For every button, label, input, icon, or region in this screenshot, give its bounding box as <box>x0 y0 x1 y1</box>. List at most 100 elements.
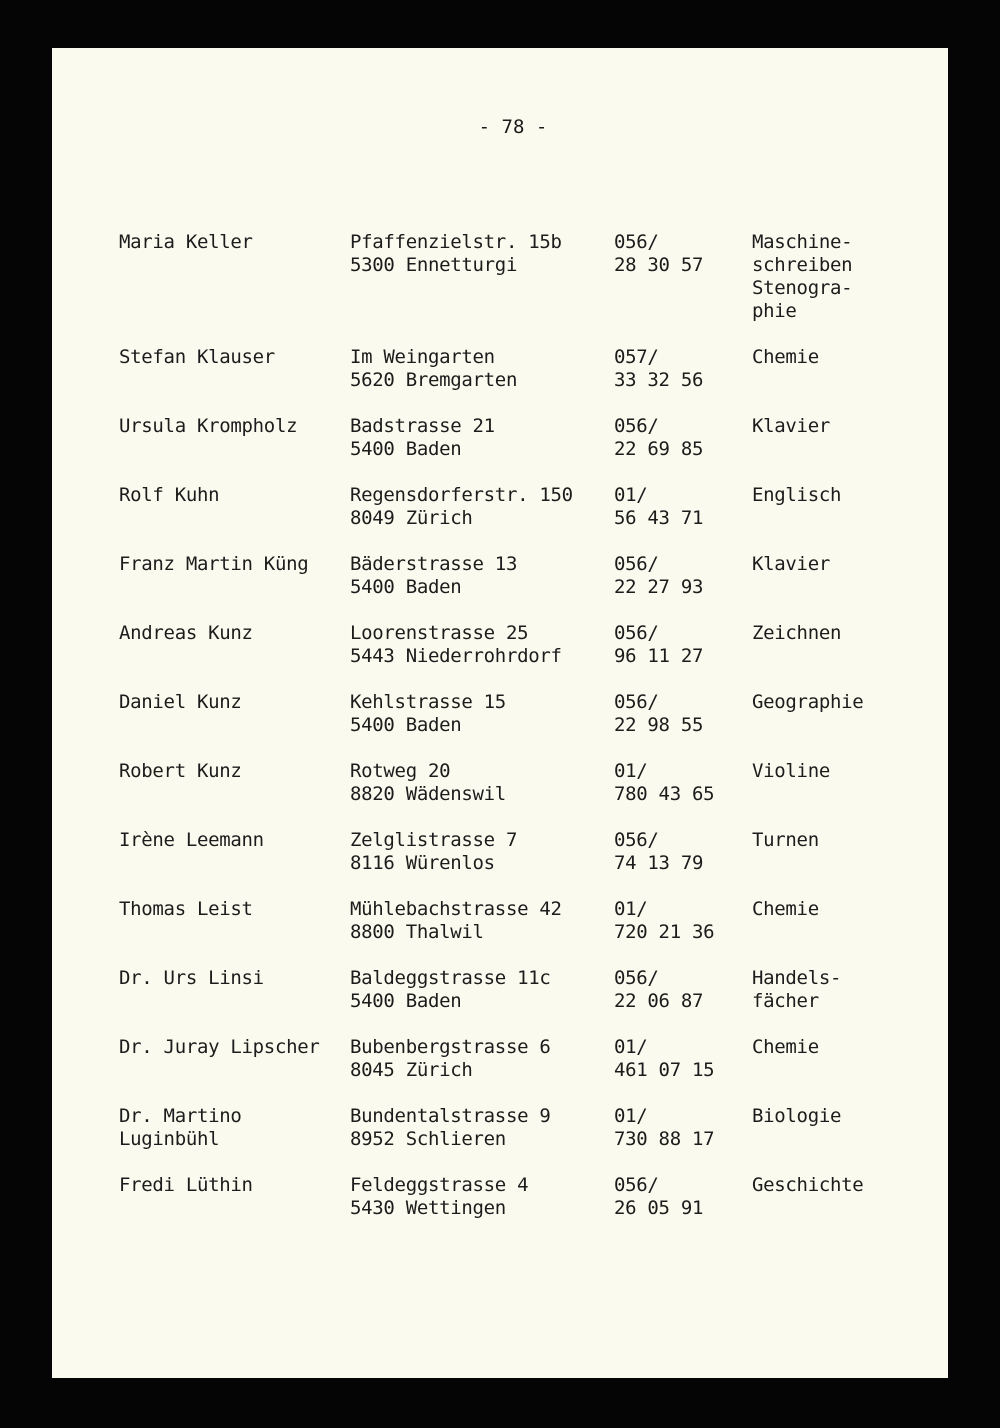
entry-phone: 01/730 88 17 <box>614 1105 752 1151</box>
directory-entry: Daniel Kunz Kehlstrasse 15 5400 Baden 056/2… <box>119 691 919 760</box>
entry-phone-line: 22 06 87 <box>614 990 704 1012</box>
entry-phone: 056/22 27 93 <box>614 553 752 599</box>
entry-phone: 056/96 11 27 <box>614 622 752 668</box>
entry-phone-line: 730 88 17 <box>614 1128 715 1150</box>
entry-subject-line: Zeichnen <box>752 622 842 644</box>
entry-phone-line: 056/ <box>614 1174 659 1196</box>
entry-phone-line: 720 21 36 <box>614 921 715 943</box>
entry-address: Feldeggstrasse 4 5430 Wettingen <box>350 1174 614 1220</box>
entry-name: Thomas Leist <box>119 898 350 944</box>
entry-address-line: Pfaffenzielstr. 15b <box>350 231 562 253</box>
entry-phone: 01/461 07 15 <box>614 1036 752 1082</box>
entry-subject-line: Chemie <box>752 898 819 920</box>
entry-address-line: 8820 Wädenswil <box>350 783 506 805</box>
directory-entry: Irène Leemann Zelglistrasse 7 8116 Würenlo… <box>119 829 919 898</box>
entry-name-line: Luginbühl <box>119 1128 220 1150</box>
entry-address-line: Regensdorferstr. 150 <box>350 484 573 506</box>
entry-subject-line: Turnen <box>752 829 819 851</box>
entry-address-line: 8800 Thalwil <box>350 921 484 943</box>
entry-subject: Klavier <box>752 553 830 599</box>
entry-subject-line: Chemie <box>752 346 819 368</box>
entry-subject: Biologie <box>752 1105 841 1151</box>
directory-entry: Rolf Kuhn Regensdorferstr. 150 8049 Zürich… <box>119 484 919 553</box>
entry-subject: Turnen <box>752 829 819 875</box>
entry-subject-line: Violine <box>752 760 830 782</box>
entry-phone-line: 22 98 55 <box>614 714 704 736</box>
entry-address: Mühlebachstrasse 42 8800 Thalwil <box>350 898 614 944</box>
entry-address-line: 5620 Bremgarten <box>350 369 518 391</box>
entry-subject: Chemie <box>752 1036 819 1082</box>
entry-phone-line: 057/ <box>614 346 659 368</box>
entry-phone: 01/720 21 36 <box>614 898 752 944</box>
entry-name: Dr. Urs Linsi <box>119 967 350 1013</box>
entry-phone-line: 780 43 65 <box>614 783 715 805</box>
entry-name-line: Dr. Urs Linsi <box>119 967 264 989</box>
entry-subject-line: Maschine- <box>752 231 853 253</box>
directory-list: Maria Keller Pfaffenzielstr. 15b 5300 Enne… <box>119 231 919 1243</box>
entry-address-line: Baldeggstrasse 11c <box>350 967 551 989</box>
entry-subject: Maschine-schreiben Stenogra-phie <box>752 231 853 323</box>
entry-name: Dr. Juray Lipscher <box>119 1036 350 1082</box>
entry-subject-line: fächer <box>752 990 819 1012</box>
entry-address: Bäderstrasse 13 5400 Baden <box>350 553 614 599</box>
entry-phone-line: 26 05 91 <box>614 1197 704 1219</box>
directory-entry: Ursula Krompholz Badstrasse 21 5400 Baden 0… <box>119 415 919 484</box>
entry-address-line: 5400 Baden <box>350 438 462 460</box>
entry-address-line: Mühlebachstrasse 42 <box>350 898 562 920</box>
directory-entry: Andreas Kunz Loorenstrasse 25 5443 Niederr… <box>119 622 919 691</box>
entry-phone-line: 22 27 93 <box>614 576 704 598</box>
document-page: - 78 - Maria Keller Pfaffenzielstr. 15b 53… <box>52 48 948 1378</box>
entry-subject: Chemie <box>752 898 819 944</box>
entry-address-line: 5400 Baden <box>350 576 462 598</box>
entry-phone: 056/74 13 79 <box>614 829 752 875</box>
entry-name: Dr. Martino Luginbühl <box>119 1105 350 1151</box>
entry-phone-line: 01/ <box>614 1105 648 1127</box>
entry-address: Baldeggstrasse 11c 5400 Baden <box>350 967 614 1013</box>
entry-phone-line: 01/ <box>614 484 648 506</box>
entry-subject-line: Klavier <box>752 415 830 437</box>
entry-subject: Geschichte <box>752 1174 864 1220</box>
directory-entry: Franz Martin Küng Bäderstrasse 13 5400 Bad… <box>119 553 919 622</box>
entry-phone-line: 56 43 71 <box>614 507 704 529</box>
entry-phone: 056/26 05 91 <box>614 1174 752 1220</box>
entry-name: Robert Kunz <box>119 760 350 806</box>
entry-phone-line: 01/ <box>614 760 648 782</box>
entry-subject: Chemie <box>752 346 819 392</box>
entry-name: Daniel Kunz <box>119 691 350 737</box>
entry-phone-line: 056/ <box>614 691 659 713</box>
entry-address-line: 5443 Niederrohrdorf <box>350 645 562 667</box>
entry-subject: Geographie <box>752 691 864 737</box>
entry-phone: 056/22 98 55 <box>614 691 752 737</box>
entry-name: Rolf Kuhn <box>119 484 350 530</box>
entry-subject-line: Geographie <box>752 691 864 713</box>
entry-address-line: 8952 Schlieren <box>350 1128 506 1150</box>
entry-phone-line: 056/ <box>614 622 659 644</box>
entry-address: Rotweg 20 8820 Wädenswil <box>350 760 614 806</box>
entry-subject: Englisch <box>752 484 841 530</box>
entry-address: Pfaffenzielstr. 15b 5300 Ennetturgi <box>350 231 614 323</box>
directory-entry: Stefan Klauser Im Weingarten 5620 Bremgart… <box>119 346 919 415</box>
entry-name-line: Maria Keller <box>119 231 253 253</box>
entry-address: Badstrasse 21 5400 Baden <box>350 415 614 461</box>
entry-subject-line: Chemie <box>752 1036 819 1058</box>
directory-entry: Thomas Leist Mühlebachstrasse 42 8800 Thal… <box>119 898 919 967</box>
entry-phone-line: 01/ <box>614 1036 648 1058</box>
entry-name-line: Andreas Kunz <box>119 622 253 644</box>
entry-address: Zelglistrasse 7 8116 Würenlos <box>350 829 614 875</box>
entry-address-line: Zelglistrasse 7 <box>350 829 518 851</box>
entry-phone-line: 461 07 15 <box>614 1059 715 1081</box>
entry-address-line: 8049 Zürich <box>350 507 473 529</box>
directory-entry: Robert Kunz Rotweg 20 8820 Wädenswil 01/780… <box>119 760 919 829</box>
entry-address: Loorenstrasse 25 5443 Niederrohrdorf <box>350 622 614 668</box>
entry-phone: 01/780 43 65 <box>614 760 752 806</box>
entry-subject-line: Englisch <box>752 484 842 506</box>
entry-name-line: Fredi Lüthin <box>119 1174 253 1196</box>
entry-phone-line: 96 11 27 <box>614 645 704 667</box>
entry-phone-line: 056/ <box>614 231 659 253</box>
entry-address-line: Bundentalstrasse 9 <box>350 1105 551 1127</box>
entry-phone-line: 01/ <box>614 898 648 920</box>
directory-entry: Dr. Martino Luginbühl Bundentalstrasse 9 89… <box>119 1105 919 1174</box>
entry-address-line: Feldeggstrasse 4 <box>350 1174 529 1196</box>
entry-name-line: Franz Martin Küng <box>119 553 309 575</box>
entry-phone: 01/56 43 71 <box>614 484 752 530</box>
